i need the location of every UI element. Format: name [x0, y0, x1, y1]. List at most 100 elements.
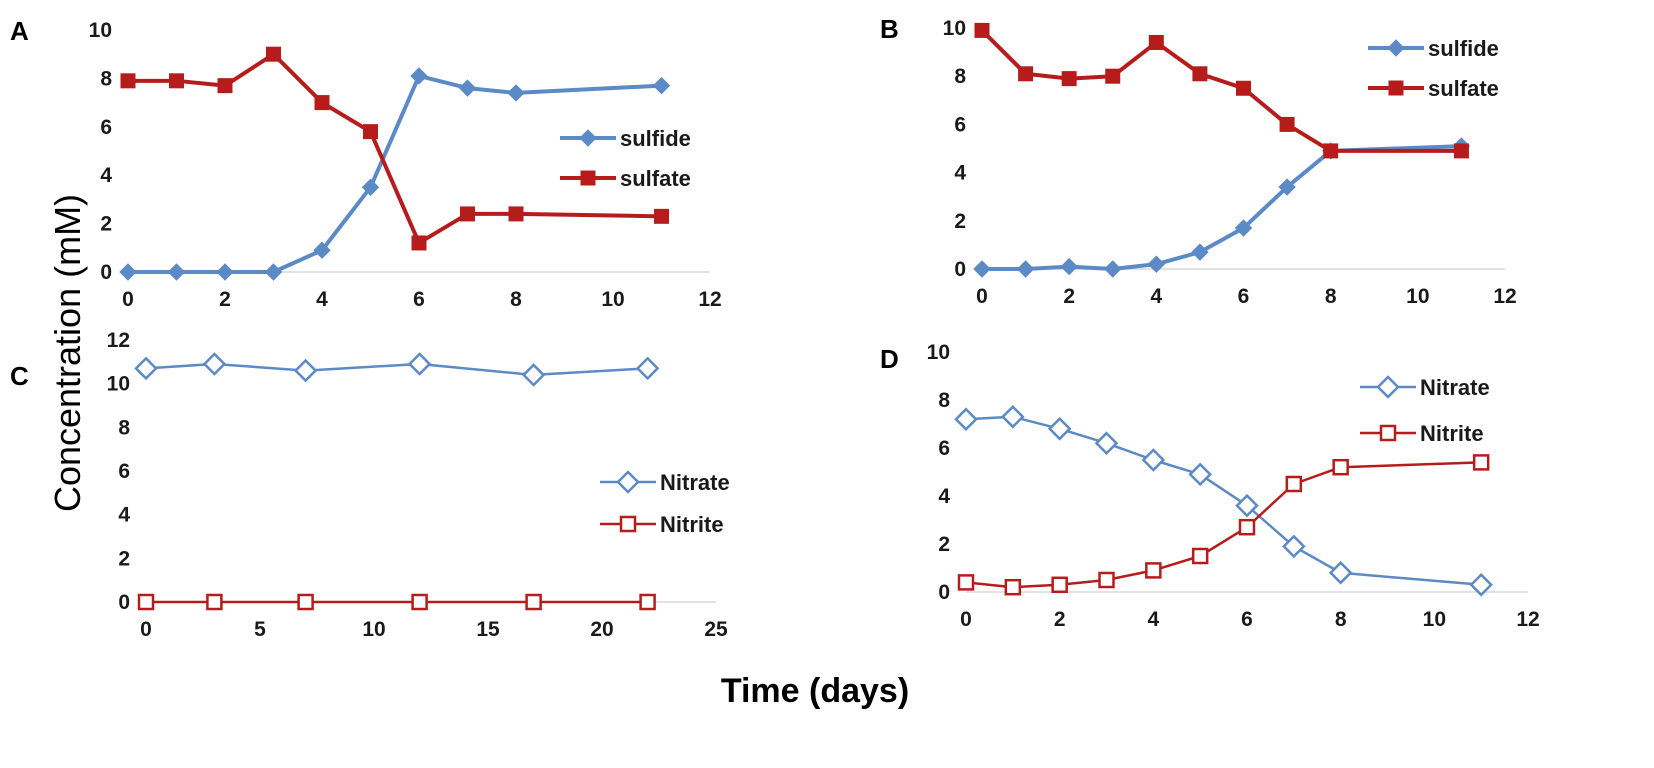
x-tick-label: 20	[590, 618, 613, 641]
nitrite-data-point	[957, 574, 975, 591]
nitrite-data-point	[206, 593, 223, 611]
sulfate-data-point	[1148, 34, 1164, 50]
nitrate-data-point	[134, 356, 158, 381]
nitrate-legend-marker	[616, 470, 640, 494]
sulfide-legend-label: sulfide	[620, 126, 691, 151]
x-tick-label: 6	[413, 288, 425, 311]
x-tick-label: 10	[1423, 608, 1446, 631]
sulfide-data-point	[361, 178, 380, 197]
sulfide-data-point	[410, 67, 428, 85]
panel-c: C 0 5 10 15 20 25 0 2 4 6 8 10 12 Nitrate Nitrite	[10, 329, 730, 641]
x-tick-label: 6	[1241, 608, 1253, 631]
x-axis-title: Time (days)	[721, 672, 909, 710]
nitrate-data-point	[202, 352, 227, 376]
y-tick-label: 8	[118, 416, 130, 439]
x-tick-label: 4	[1147, 608, 1159, 631]
nitrite-data-point	[137, 593, 155, 611]
nitrite-data-point	[1472, 454, 1490, 471]
y-tick-label: 6	[118, 460, 130, 483]
sulfate-data-point	[1323, 143, 1339, 159]
nitrate-data-point	[1047, 417, 1072, 441]
x-tick-label: 12	[698, 288, 721, 311]
y-tick-label: 10	[943, 17, 966, 40]
sulfate-data-point	[169, 73, 184, 89]
nitrate-data-point	[1094, 431, 1119, 455]
sulfide-data-point	[1234, 219, 1253, 237]
y-tick-label: 10	[107, 373, 130, 396]
sulfide-data-point	[1278, 178, 1296, 196]
x-tick-label: 12	[1493, 285, 1516, 308]
nitrate-data-point	[1282, 534, 1306, 559]
y-tick-label: 4	[954, 162, 966, 185]
nitrate-data-point	[293, 358, 318, 383]
nitrate-data-point	[1235, 493, 1259, 518]
x-tick-label: 4	[1150, 285, 1162, 308]
y-tick-label: 8	[938, 389, 950, 412]
sulfide-data-point	[264, 263, 283, 281]
y-tick-label: 4	[118, 504, 130, 527]
nitrite-data-point	[1191, 547, 1209, 565]
panel-d: D 0 2 4 6 8 10 12 0 2 4 6 8 10 Nitrate Nitrite	[880, 341, 1540, 631]
y-tick-label: 6	[954, 113, 966, 136]
sulfate-series-line	[980, 28, 1462, 153]
nitrite-data-point	[1098, 571, 1115, 589]
x-tick-label: 10	[1406, 285, 1429, 308]
y-axis-title: Concentration (mM)	[47, 194, 88, 512]
sulfide-data-point	[119, 263, 137, 281]
sulfide-legend-marker	[579, 129, 597, 147]
sulfate-data-point	[654, 208, 669, 224]
y-tick-label: 2	[100, 213, 112, 236]
y-tick-label: 2	[954, 210, 966, 233]
nitrate-legend-label: Nitrate	[660, 470, 730, 495]
sulfide-data-point	[973, 260, 991, 278]
nitrate-data-point	[407, 352, 432, 376]
x-tick-label: 12	[1516, 608, 1539, 631]
sulfide-data-point	[167, 263, 186, 281]
x-tick-label: 0	[122, 288, 134, 311]
nitrite-data-point	[1332, 458, 1349, 476]
nitrite-data-point	[1238, 518, 1256, 536]
y-tick-label: 12	[107, 329, 130, 352]
sulfate-data-point	[1279, 116, 1295, 132]
y-tick-label: 0	[938, 581, 950, 604]
sulfide-data-point	[216, 263, 234, 281]
panel-b: B 0 2 4 6 8 10 12 0 2 4 6 8 10 sulfide sulfate	[880, 14, 1517, 308]
nitrate-series-line	[965, 415, 1482, 587]
sulfide-data-point	[507, 84, 525, 102]
sulfide-series-line	[128, 73, 662, 274]
y-tick-label: 8	[100, 67, 112, 90]
panel-a: A 0 2 4 6 8 10 12 0 2 4 6 8 10 sulfide sulfate	[10, 16, 722, 311]
sulfate-legend-label: sulfate	[1428, 76, 1499, 101]
y-tick-label: 10	[89, 19, 112, 42]
panel-letter: B	[880, 14, 899, 44]
y-tick-label: 0	[118, 591, 130, 614]
sulfate-data-point	[1018, 66, 1034, 82]
x-tick-label: 0	[976, 285, 988, 308]
nitrate-data-point	[1001, 405, 1025, 429]
sulfate-data-point	[266, 46, 281, 62]
nitrate-data-point	[954, 407, 978, 431]
y-tick-label: 2	[938, 533, 950, 556]
sulfide-series-line	[982, 144, 1462, 271]
panels-group: A 0 2 4 6 8 10 12 0 2 4 6 8 10 sulfide sulfate B 0 2 4 6 8 10 1…	[10, 14, 1540, 641]
y-tick-label: 8	[954, 65, 966, 88]
sulfide-data-point	[1060, 257, 1078, 276]
sulfide-data-point	[1016, 260, 1035, 278]
nitrite-legend-marker	[1379, 424, 1397, 442]
nitrite-data-point	[1145, 562, 1162, 579]
nitrite-legend-label: Nitrite	[1420, 421, 1484, 446]
nitrite-data-point	[1051, 576, 1068, 594]
nitrite-legend-marker	[619, 515, 637, 533]
nitrate-legend-marker	[1376, 375, 1400, 399]
x-tick-label: 4	[316, 288, 328, 311]
sulfate-data-point	[120, 73, 136, 89]
sulfate-data-point	[508, 206, 524, 222]
nitrate-data-point	[1469, 573, 1493, 597]
sulfate-data-point	[974, 22, 990, 38]
y-tick-label: 2	[118, 547, 130, 570]
sulfate-legend-marker	[1388, 80, 1404, 96]
sulfate-data-point	[1105, 68, 1121, 84]
sulfate-data-point	[1453, 143, 1469, 159]
sulfate-data-point	[1061, 71, 1077, 87]
